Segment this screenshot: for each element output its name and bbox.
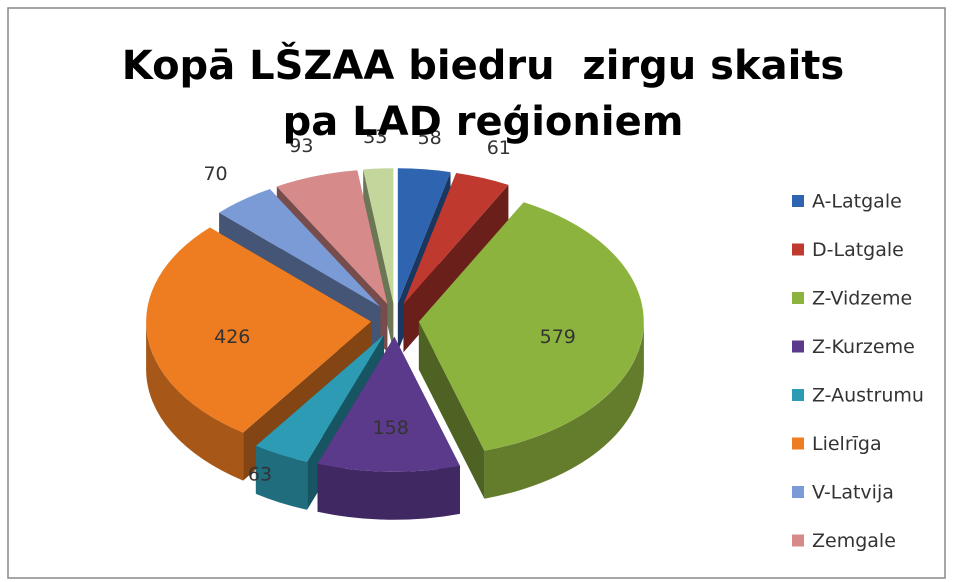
legend-label: Lielrīga: [812, 433, 882, 455]
legend-label: Z-Austrumu: [812, 385, 924, 407]
legend-label: Z-Vidzeme: [812, 288, 912, 310]
data-label: 426: [214, 326, 250, 348]
chart-title: Kopā LŠZAA biedru zirgu skaits pa LAD re…: [121, 43, 845, 145]
slice: [146, 227, 372, 433]
legend-swatch: [792, 340, 804, 353]
slice-wall: [317, 463, 460, 520]
legend-swatch: [792, 389, 804, 401]
legend-swatch: [792, 534, 804, 547]
slice-wall: [255, 445, 308, 510]
slice: [276, 170, 388, 305]
data-label: 58: [418, 127, 442, 149]
legend-swatch: [792, 437, 804, 450]
slice-wall: [484, 321, 644, 499]
legend-label: A-Latgale: [812, 191, 902, 213]
slice: [317, 336, 460, 472]
data-label: 70: [203, 163, 227, 185]
slice: [363, 168, 394, 304]
slice: [219, 189, 381, 307]
slice: [255, 334, 384, 462]
data-label: 93: [289, 135, 313, 157]
data-label: 579: [540, 326, 576, 348]
slice: [397, 168, 451, 304]
data-label: 158: [373, 417, 409, 439]
slice: [403, 173, 509, 305]
legend-label: Zemgale: [812, 530, 896, 552]
data-label: 33: [363, 126, 387, 148]
slice-side: [418, 321, 485, 499]
legend-label: V-Latvija: [812, 482, 894, 504]
legend-label: D-Latgale: [812, 239, 904, 261]
legend-swatch: [792, 486, 804, 498]
legend-swatch: [792, 292, 804, 304]
data-label: 61: [487, 137, 511, 159]
slice: [418, 202, 644, 451]
data-label: 63: [248, 463, 272, 485]
legend-swatch: [792, 195, 804, 207]
legend-label: Z-Kurzeme: [812, 336, 915, 358]
slice-wall: [146, 321, 244, 481]
legend-swatch: [792, 243, 804, 256]
